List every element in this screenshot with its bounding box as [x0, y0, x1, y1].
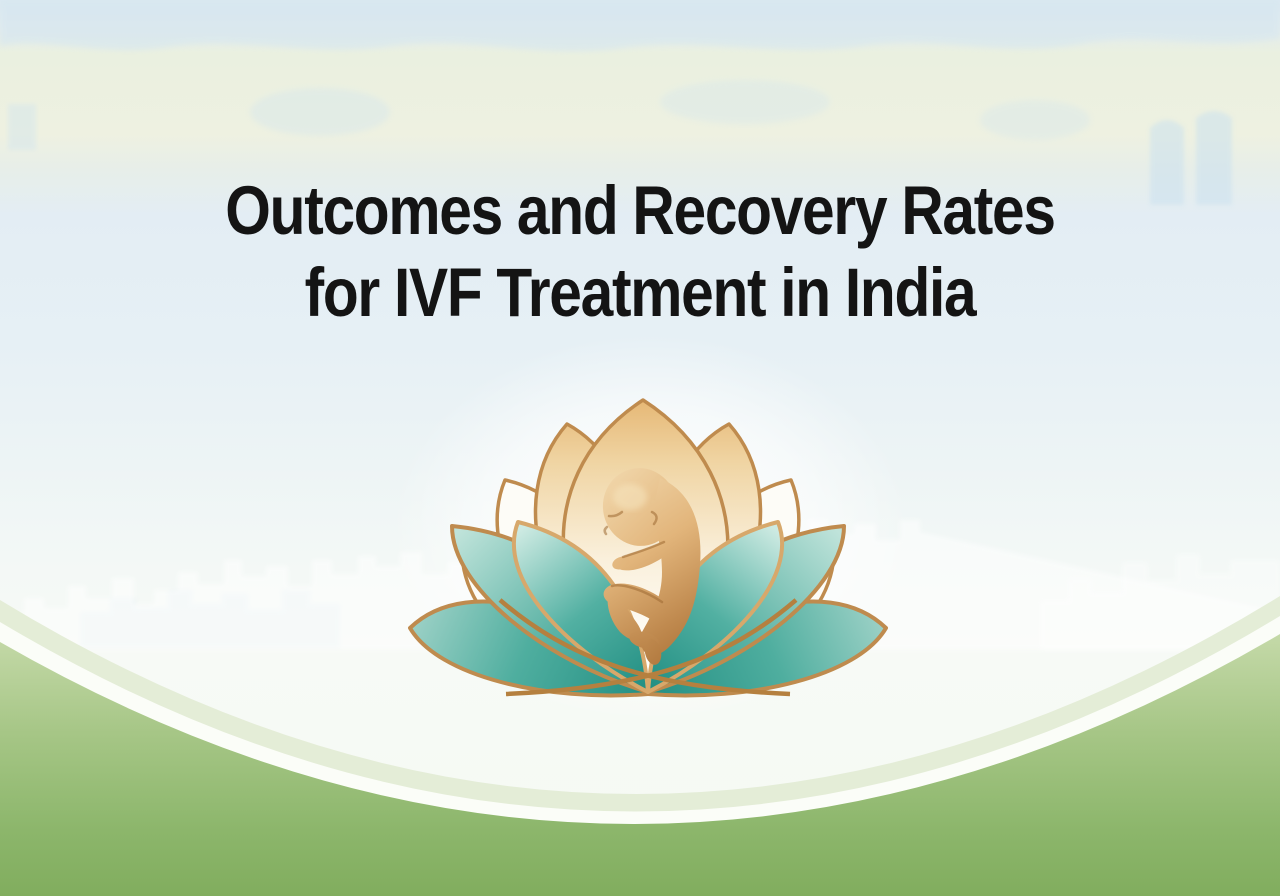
fetus-icon	[602, 468, 701, 665]
skyline-texture-top	[0, 0, 1280, 205]
title-line-2: for IVF Treatment in India	[304, 254, 977, 331]
teal-leaves	[408, 520, 888, 698]
page-title: Outcomes and Recovery Rates for IVF Trea…	[0, 170, 1280, 334]
green-wave	[0, 596, 1280, 896]
lotus-logo	[408, 398, 888, 698]
title-line-1: Outcomes and Recovery Rates	[225, 172, 1056, 249]
